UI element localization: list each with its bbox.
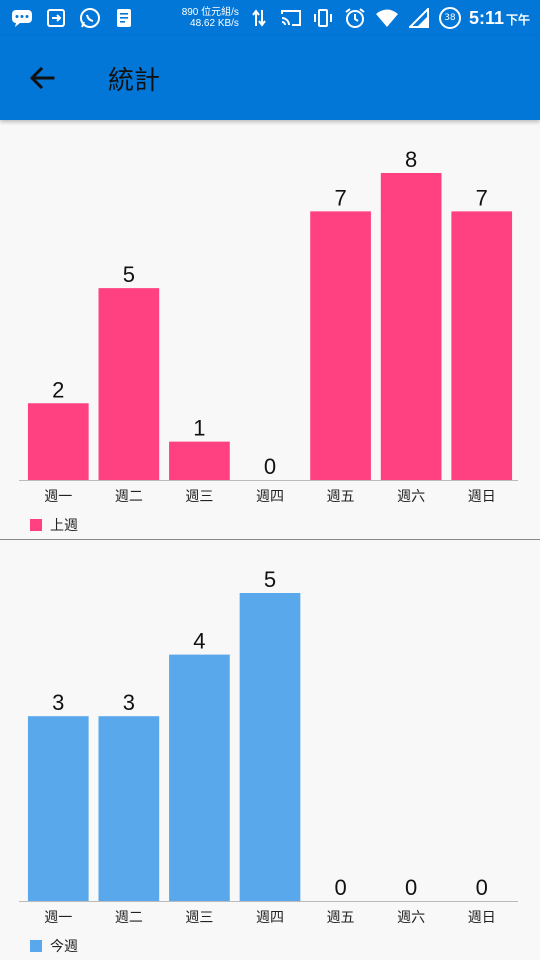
chat-icon xyxy=(10,7,34,29)
legend-label: 今週 xyxy=(50,939,78,955)
data-label-6: 0 xyxy=(405,875,417,900)
wifi-icon xyxy=(375,7,399,29)
battery-icon: 38 xyxy=(438,7,461,29)
x-tick-label-4: 週四 xyxy=(256,489,284,505)
clock-ampm: 下午 xyxy=(505,12,530,27)
battery-level: 38 xyxy=(444,13,456,23)
data-label-6: 8 xyxy=(405,147,417,172)
last-week-chart: 2 週一 5 週二 1 週三 0 週四 7 週五 8 週六 7 週日 上週 xyxy=(0,120,540,540)
x-tick-label-4: 週四 xyxy=(256,910,284,926)
data-label-1: 2 xyxy=(52,377,64,402)
data-label-7: 0 xyxy=(476,875,488,900)
app-bar: 統計 xyxy=(0,36,540,120)
last-week-chart-plot: 2 週一 5 週二 1 週三 0 週四 7 週五 8 週六 7 週日 xyxy=(19,147,518,505)
this-week-chart-plot: 3 週一 3 週二 4 週三 5 週四 0 週五 0 週六 0 週日 xyxy=(19,567,518,926)
document-icon xyxy=(112,7,136,29)
net-speed-upload: 890 位元組/s xyxy=(181,7,239,18)
data-label-4: 5 xyxy=(264,567,276,592)
x-tick-label-1: 週一 xyxy=(44,910,72,926)
this-week-chart: 3 週一 3 週二 4 週三 5 週四 0 週五 0 週六 0 週日 今週 xyxy=(0,540,540,960)
chart-divider xyxy=(0,539,540,540)
x-tick-label-3: 週三 xyxy=(185,910,213,926)
status-bar: 890 位元組/s 48.62 KB/s 38 5:11 下午 xyxy=(0,0,540,36)
legend-label: 上週 xyxy=(50,518,78,534)
last-week-legend: 上週 xyxy=(30,515,78,535)
data-label-2: 5 xyxy=(123,262,135,287)
bar-7 xyxy=(451,211,513,480)
bar-4 xyxy=(239,593,301,901)
page-title: 統計 xyxy=(108,65,161,96)
data-label-4: 0 xyxy=(264,454,276,479)
clock: 5:11 下午 xyxy=(469,8,530,29)
net-speed-download: 48.62 KB/s xyxy=(190,18,239,29)
bar-3 xyxy=(169,441,230,480)
x-tick-label-5: 週五 xyxy=(327,910,355,926)
bar-1 xyxy=(27,716,89,901)
whatsapp-icon xyxy=(78,7,102,29)
status-right: 890 位元組/s 48.62 KB/s 38 5:11 下午 xyxy=(182,7,530,29)
bar-3 xyxy=(169,654,230,901)
vibrate-icon xyxy=(311,7,335,29)
status-left xyxy=(10,7,136,29)
back-button[interactable] xyxy=(14,50,70,106)
bar-6 xyxy=(380,173,442,480)
data-label-5: 0 xyxy=(334,875,346,900)
data-label-2: 3 xyxy=(123,690,135,715)
data-arrows-icon xyxy=(247,7,271,29)
x-tick-label-7: 週日 xyxy=(468,489,496,505)
this-week-legend: 今週 xyxy=(30,936,78,956)
clock-time: 5:11 xyxy=(468,7,504,28)
x-tick-label-1: 週一 xyxy=(44,489,72,505)
alarm-icon xyxy=(343,7,367,29)
network-speed: 890 位元組/s 48.62 KB/s xyxy=(182,7,239,29)
x-tick-label-6: 週六 xyxy=(397,910,425,926)
arrow-back-icon xyxy=(29,66,55,90)
data-label-3: 4 xyxy=(193,629,205,654)
legend-swatch xyxy=(30,940,42,952)
bar-5 xyxy=(310,211,371,480)
signal-icon xyxy=(407,7,431,29)
data-label-1: 3 xyxy=(52,690,64,715)
x-tick-label-3: 週三 xyxy=(185,489,213,505)
cast-icon xyxy=(279,7,303,29)
x-tick-label-7: 週日 xyxy=(468,910,496,926)
data-label-3: 1 xyxy=(193,416,205,441)
screen-share-icon xyxy=(44,7,68,29)
data-label-7: 7 xyxy=(476,185,488,210)
x-tick-label-2: 週二 xyxy=(115,910,143,926)
data-label-5: 7 xyxy=(334,185,346,210)
bar-2 xyxy=(98,716,160,901)
x-tick-label-5: 週五 xyxy=(327,489,355,505)
bar-2 xyxy=(98,288,160,480)
x-tick-label-6: 週六 xyxy=(397,489,425,505)
x-tick-label-2: 週二 xyxy=(115,489,143,505)
bar-1 xyxy=(27,403,89,480)
legend-swatch xyxy=(30,519,42,531)
